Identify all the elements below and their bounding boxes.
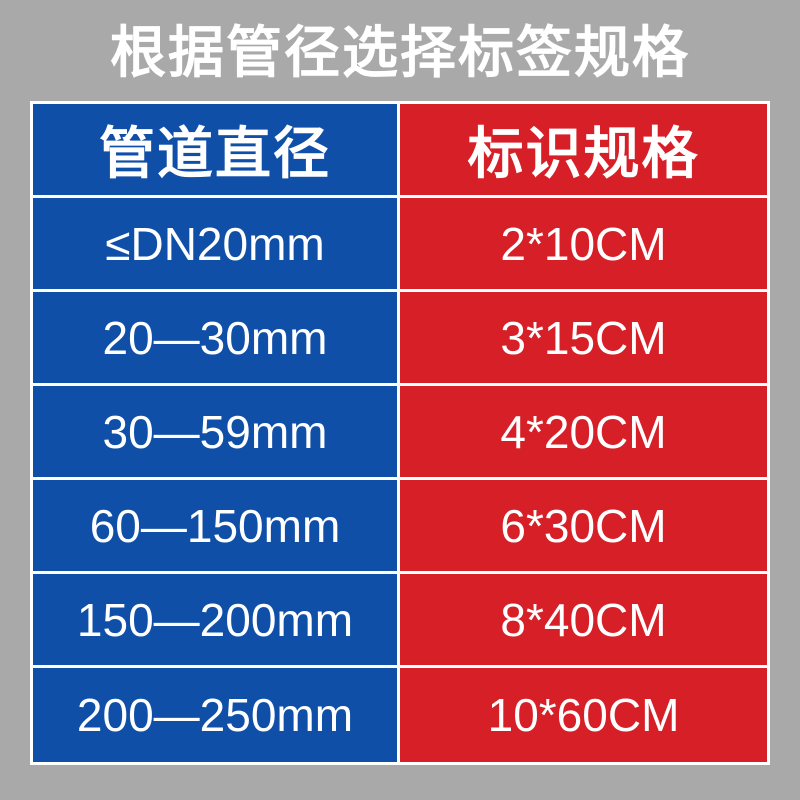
table-row: 150—200mm 8*40CM xyxy=(33,574,767,668)
header-diameter: 管道直径 xyxy=(33,104,400,198)
cell-spec: 3*15CM xyxy=(400,292,767,386)
cell-spec: 4*20CM xyxy=(400,386,767,480)
table-header-row: 管道直径 标识规格 xyxy=(33,104,767,198)
table-row: ≤DN20mm 2*10CM xyxy=(33,198,767,292)
table-row: 60—150mm 6*30CM xyxy=(33,480,767,574)
table-row: 30—59mm 4*20CM xyxy=(33,386,767,480)
cell-diameter: ≤DN20mm xyxy=(33,198,400,292)
cell-diameter: 30—59mm xyxy=(33,386,400,480)
header-spec: 标识规格 xyxy=(400,104,767,198)
cell-spec: 8*40CM xyxy=(400,574,767,668)
table-row: 20—30mm 3*15CM xyxy=(33,292,767,386)
cell-diameter: 150—200mm xyxy=(33,574,400,668)
table-row: 200—250mm 10*60CM xyxy=(33,668,767,762)
cell-diameter: 60—150mm xyxy=(33,480,400,574)
cell-spec: 10*60CM xyxy=(400,668,767,762)
page-title: 根据管径选择标签规格 xyxy=(110,8,690,89)
cell-spec: 2*10CM xyxy=(400,198,767,292)
cell-diameter: 200—250mm xyxy=(33,668,400,762)
cell-spec: 6*30CM xyxy=(400,480,767,574)
cell-diameter: 20—30mm xyxy=(33,292,400,386)
spec-table: 管道直径 标识规格 ≤DN20mm 2*10CM 20—30mm 3*15CM … xyxy=(30,101,770,765)
